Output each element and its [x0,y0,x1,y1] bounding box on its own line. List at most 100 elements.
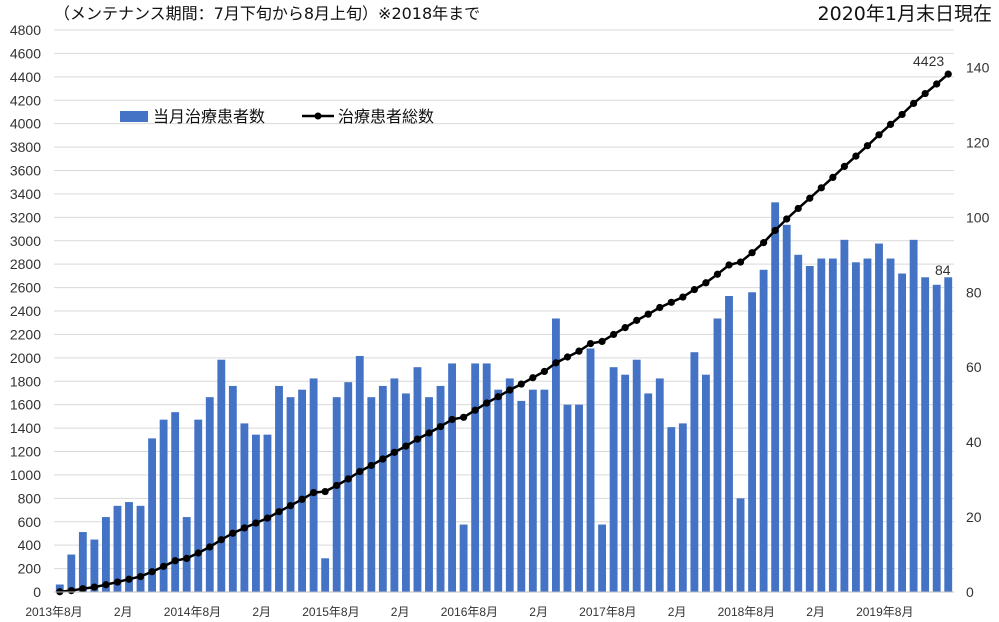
line-point [148,568,156,576]
y-right-tick-label: 20 [966,509,982,525]
bar-series [55,202,953,593]
annotation-total: 4423 [913,53,944,69]
line-point [136,572,145,581]
y-axis-right: 0 20 40 60 80 100 120 140 [966,59,990,600]
y-left-tick-label: 2200 [10,326,41,342]
line-point [194,549,202,557]
line-point [702,279,710,287]
y-right-tick-label: 120 [966,134,990,150]
line-point [679,293,687,301]
bar [67,554,76,592]
bar [805,266,814,592]
line-point [760,239,768,247]
line-point [183,554,191,562]
line-point [425,429,433,437]
bar [78,532,87,592]
y-left-tick-label: 1600 [10,397,41,413]
y-left-tick-label: 600 [18,514,42,530]
line-point [736,258,745,266]
bar [817,258,826,592]
bar [828,258,837,592]
bar [771,202,780,592]
line-point [90,583,98,591]
bar [736,498,745,592]
line-point [540,367,548,376]
bar [690,352,699,592]
y-left-tick-label: 3600 [10,163,41,179]
y-left-tick-label: 4800 [10,22,41,38]
line-point [563,353,572,361]
bar [921,277,930,592]
legend-line-marker [314,112,322,120]
line-point [436,422,445,431]
line-point [586,339,595,348]
bar [586,348,595,592]
y-right-tick-label: 60 [966,359,982,375]
line-point [783,215,791,223]
bar [782,224,791,592]
line-point [725,261,733,269]
bar [840,239,849,592]
line-point [690,285,698,294]
x-axis: 2013年8月 2月 2014年8月 2月 2015年8月 2月 2016年8月 2月 2017… [25,591,954,619]
y-left-tick-label: 2400 [10,303,41,319]
bar [678,423,687,592]
line-point [67,586,75,595]
x-tick-label: 2月 [391,605,410,619]
bar [552,318,560,592]
bar [217,359,226,592]
line-point [229,529,237,537]
bar [182,517,191,592]
bar [413,367,422,592]
line-point [252,519,260,527]
line-point [275,508,283,516]
x-tick-label: 2018年8月 [718,605,775,619]
line-point [390,448,398,456]
line-point [379,455,387,463]
line-point [483,399,491,407]
y-left-tick-label: 3400 [10,186,41,202]
x-tick-label: 2019年8月 [856,605,913,619]
line-point [656,303,664,312]
line-point [875,131,883,139]
bar [136,505,145,592]
bar [459,524,468,592]
y-left-tick-label: 4000 [10,116,41,132]
bar [621,374,630,592]
y-left-tick-label: 1400 [10,420,41,436]
bar [482,363,491,592]
y-left-tick-label: 4400 [10,69,41,85]
bar [713,318,722,592]
line-point [367,461,375,470]
bar [263,434,272,592]
line-point [575,347,583,355]
gridlines [54,29,954,593]
bar [748,292,756,592]
line-point [529,374,537,382]
bar [402,393,410,592]
maintenance-note: （メンテナンス期間：7月下旬から8月上旬）※2018年まで [54,4,480,23]
x-tick-label: 2016年8月 [441,605,498,619]
line-point [817,184,825,192]
bar [159,419,168,592]
y-left-tick-label: 2600 [10,280,41,296]
legend-bar-label: 当月治療患者数 [153,107,265,126]
line-point [356,467,364,476]
line-point [621,324,629,332]
line-point [321,487,329,496]
y-left-tick-label: 2000 [10,350,41,366]
line-point [113,578,122,586]
bar [794,254,803,593]
bar [275,385,283,592]
x-tick-label: 2月 [806,605,825,619]
x-tick-label: 2月 [114,605,133,619]
bar [205,397,214,592]
line-point [206,543,214,551]
y-left-tick-label: 3800 [10,139,41,155]
line-point [79,585,87,593]
x-tick-label: 2015年8月 [302,605,359,619]
bar [367,397,376,592]
y-right-tick-label: 40 [966,434,982,450]
bar [759,269,768,592]
